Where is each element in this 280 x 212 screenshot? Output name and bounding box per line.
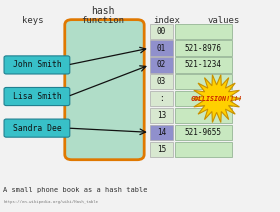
FancyBboxPatch shape — [65, 20, 144, 160]
FancyBboxPatch shape — [4, 88, 70, 106]
Text: John Smith: John Smith — [13, 60, 61, 70]
Text: 521-8976: 521-8976 — [185, 44, 222, 53]
Text: function: function — [81, 17, 124, 25]
FancyBboxPatch shape — [175, 91, 232, 106]
FancyBboxPatch shape — [4, 119, 70, 137]
FancyBboxPatch shape — [150, 57, 173, 73]
FancyBboxPatch shape — [150, 142, 173, 157]
Text: 01: 01 — [157, 44, 166, 53]
Text: 02: 02 — [157, 60, 166, 70]
Text: COLLISION!!!!: COLLISION!!!! — [191, 96, 242, 102]
FancyBboxPatch shape — [150, 40, 173, 56]
Text: 00: 00 — [157, 27, 166, 36]
FancyBboxPatch shape — [175, 40, 232, 56]
Text: 03: 03 — [157, 77, 166, 86]
FancyBboxPatch shape — [150, 24, 173, 39]
FancyBboxPatch shape — [150, 74, 173, 89]
FancyBboxPatch shape — [175, 74, 232, 89]
FancyBboxPatch shape — [175, 108, 232, 123]
FancyBboxPatch shape — [150, 91, 173, 106]
Text: https://en.wikipedia.org/wiki/Hash_table: https://en.wikipedia.org/wiki/Hash_table — [3, 200, 99, 204]
Text: A small phone book as a hash table: A small phone book as a hash table — [3, 187, 148, 193]
Text: :: : — [159, 94, 164, 103]
Text: 13: 13 — [157, 111, 166, 120]
FancyBboxPatch shape — [175, 142, 232, 157]
FancyBboxPatch shape — [175, 125, 232, 140]
Text: Lisa Smith: Lisa Smith — [13, 92, 61, 101]
Text: 521-1234: 521-1234 — [185, 60, 222, 70]
FancyBboxPatch shape — [4, 56, 70, 74]
Text: 14: 14 — [157, 128, 166, 137]
Polygon shape — [192, 75, 241, 123]
Text: Sandra Dee: Sandra Dee — [13, 124, 61, 133]
Text: 15: 15 — [157, 145, 166, 154]
FancyBboxPatch shape — [175, 24, 232, 39]
FancyBboxPatch shape — [150, 125, 173, 140]
Text: 521-9655: 521-9655 — [185, 128, 222, 137]
Text: index: index — [153, 17, 180, 25]
Text: values: values — [207, 17, 240, 25]
FancyBboxPatch shape — [175, 57, 232, 73]
FancyBboxPatch shape — [150, 108, 173, 123]
Text: hash: hash — [91, 6, 114, 16]
Text: keys: keys — [22, 17, 43, 25]
